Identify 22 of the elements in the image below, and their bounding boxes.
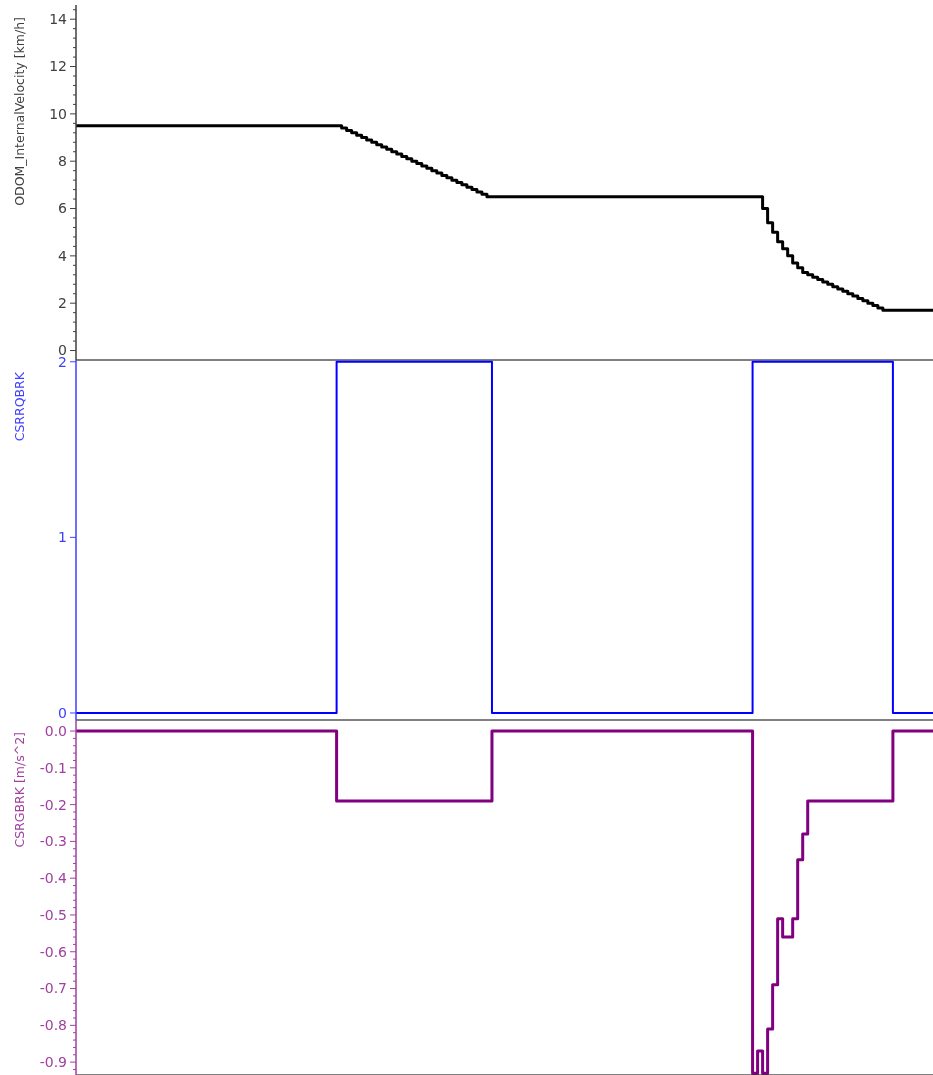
y-axis-title: ODOM_InternalVelocity [km/h]: [12, 17, 27, 206]
y-tick-label: 1: [58, 529, 67, 546]
y-tick-label: 4: [58, 247, 68, 264]
y-tick-label: -0.1: [39, 759, 67, 776]
y-tick-label: 2: [58, 295, 67, 312]
y-tick-label: -0.3: [39, 833, 67, 850]
y-tick-label: 12: [49, 58, 67, 75]
y-tick-label: -0.4: [39, 870, 68, 887]
y-tick-label: -0.6: [39, 943, 68, 960]
y-tick-label: -0.8: [39, 1017, 67, 1034]
y-axis-title: CSRRQBRK: [12, 371, 27, 442]
y-tick-label: -0.9: [39, 1054, 67, 1071]
y-tick-label: -0.7: [39, 980, 67, 997]
y-axis-title: CSRGBRK [m/s^2]: [12, 732, 27, 848]
y-tick-label: 10: [49, 105, 67, 122]
y-tick-label: -0.5: [39, 906, 67, 923]
y-tick-label: 6: [58, 200, 68, 217]
y-tick-label: -0.2: [39, 796, 67, 813]
y-tick-label: 0: [58, 704, 67, 721]
y-tick-label: 8: [58, 153, 67, 170]
y-tick-label: 0.0: [44, 722, 67, 739]
y-tick-label: 14: [49, 11, 68, 28]
